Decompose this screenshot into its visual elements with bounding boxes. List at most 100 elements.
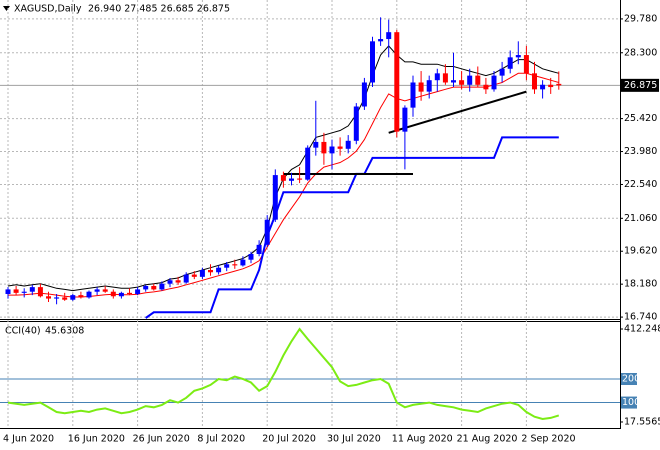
- symbol-label: XAGUSD,Daily: [14, 4, 82, 15]
- candle-body: [272, 175, 278, 220]
- x-tick-label: 8 Jul 2020: [197, 434, 245, 445]
- y-tick-label: 17.5565: [624, 416, 660, 427]
- y-tick-label: 19.620: [624, 246, 657, 257]
- y-tick-label: 18.180: [624, 279, 657, 290]
- x-tick-label: 16 Jun 2020: [68, 434, 125, 445]
- candle-body: [135, 289, 141, 294]
- candle-body: [86, 291, 92, 298]
- candle-body: [434, 73, 440, 81]
- candle-body: [183, 274, 189, 283]
- x-tick-label: 26 Jun 2020: [133, 434, 190, 445]
- last-price-tag: [621, 78, 659, 92]
- candle-body: [29, 287, 35, 292]
- candle-body: [167, 280, 173, 284]
- candle-body: [175, 280, 181, 283]
- candle-body: [321, 141, 327, 154]
- candle-body: [118, 292, 124, 297]
- candle-body: [151, 285, 157, 290]
- candle-body: [483, 84, 489, 90]
- candle-body: [313, 141, 319, 148]
- candle-body: [5, 289, 11, 294]
- candle-body: [191, 274, 197, 277]
- candle-body: [208, 269, 213, 273]
- candle-body: [548, 84, 554, 88]
- candle-body: [289, 178, 294, 181]
- candle-body: [515, 55, 521, 58]
- candle-body: [70, 295, 76, 300]
- x-tick-label: 2 Sep 2020: [521, 434, 575, 445]
- candle-body: [378, 39, 384, 42]
- y-tick-label: 28.300: [624, 47, 657, 58]
- candle-body: [224, 264, 230, 268]
- candle-body: [442, 73, 448, 83]
- trend-line: [388, 90, 527, 134]
- candle-body: [280, 175, 286, 181]
- overlay-line: [8, 72, 559, 298]
- candle-body: [540, 84, 546, 90]
- candle-body: [499, 68, 505, 76]
- candle-body: [37, 287, 43, 297]
- last-price-label: 26.875: [624, 80, 657, 91]
- candle-body: [507, 57, 513, 69]
- level-label: 200: [622, 374, 640, 385]
- indicator-line: [7, 327, 560, 421]
- x-tick-label: 11 Aug 2020: [392, 434, 453, 445]
- y-tick-label: 16.740: [624, 312, 657, 323]
- x-tick-label: 21 Aug 2020: [457, 434, 518, 445]
- candle-body: [264, 219, 270, 245]
- candle-body: [46, 296, 51, 299]
- x-tick-label: 30 Jul 2020: [327, 434, 381, 445]
- indicator-value: 45.6308: [45, 326, 84, 337]
- candle-body: [240, 259, 246, 266]
- candle-body: [394, 32, 400, 132]
- candle-body: [232, 264, 238, 266]
- candle-body: [256, 244, 262, 254]
- candle-body: [78, 295, 84, 298]
- candle-body: [451, 80, 456, 83]
- level-tag: [621, 373, 637, 386]
- menu-arrow[interactable]: [3, 6, 10, 11]
- candle-body: [491, 75, 497, 90]
- candle-body: [556, 83, 562, 86]
- y-tick-label: 25.420: [624, 113, 657, 124]
- candle-body: [353, 106, 359, 141]
- candle-body: [13, 289, 19, 293]
- candle-body: [159, 283, 165, 290]
- candle-body: [386, 32, 392, 40]
- candle-body: [532, 73, 537, 90]
- candle-body: [361, 82, 367, 107]
- candle-body: [475, 75, 481, 85]
- y-tick-label: 22.540: [624, 179, 657, 190]
- candle-body: [110, 291, 116, 297]
- candle-body: [305, 147, 311, 180]
- candle-body: [345, 140, 351, 149]
- candle-body: [402, 107, 408, 132]
- candle-body: [199, 269, 205, 277]
- x-tick-label: 4 Jun 2020: [3, 434, 54, 445]
- y-tick-label: 21.060: [624, 213, 657, 224]
- candle-body: [467, 75, 473, 85]
- candle-body: [297, 178, 303, 180]
- candle-body: [523, 55, 529, 74]
- indicator-label: CCI(40): [5, 326, 41, 337]
- candle-body: [410, 82, 416, 108]
- candle-body: [94, 289, 100, 292]
- y-tick-label: 412.248: [624, 324, 660, 335]
- candle-body: [216, 267, 222, 273]
- candle-body: [62, 297, 68, 300]
- candle-body: [337, 146, 343, 149]
- level-label: 100: [622, 397, 640, 408]
- level-tag: [621, 396, 637, 409]
- candle-body: [418, 82, 424, 92]
- y-tick-label: 23.980: [624, 146, 657, 157]
- candle-body: [248, 253, 254, 260]
- candle-body: [21, 291, 27, 293]
- candle-body: [426, 80, 432, 92]
- candle-body: [102, 289, 108, 292]
- y-tick-label: 29.780: [624, 13, 657, 24]
- ohlc-label: 26.940 27.485 26.685 26.875: [88, 4, 230, 15]
- candle-body: [370, 41, 375, 83]
